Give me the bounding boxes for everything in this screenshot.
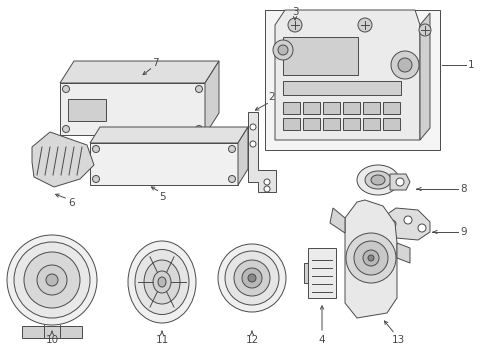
Circle shape (62, 126, 69, 132)
Polygon shape (90, 127, 247, 143)
Circle shape (387, 220, 395, 228)
Circle shape (395, 178, 403, 186)
Bar (90, 143, 238, 185)
Circle shape (92, 145, 99, 153)
Bar (22, 326, 82, 338)
Text: 13: 13 (390, 335, 404, 345)
Ellipse shape (135, 249, 189, 315)
Bar (283, 37, 357, 75)
Bar (304, 263, 307, 283)
Text: 1: 1 (467, 60, 474, 70)
Polygon shape (274, 10, 419, 140)
Circle shape (228, 145, 235, 153)
Text: 8: 8 (459, 184, 466, 194)
Circle shape (397, 58, 411, 72)
Text: 7: 7 (151, 58, 158, 68)
Polygon shape (204, 61, 219, 135)
Bar (68, 99, 106, 121)
Polygon shape (389, 174, 409, 190)
Circle shape (46, 274, 58, 286)
Circle shape (195, 126, 202, 132)
Ellipse shape (143, 260, 180, 304)
Circle shape (224, 251, 279, 305)
Polygon shape (247, 112, 275, 192)
Circle shape (249, 141, 256, 147)
Text: 4: 4 (318, 335, 325, 345)
Circle shape (418, 24, 430, 36)
Circle shape (24, 252, 80, 308)
Bar (60, 83, 204, 135)
Ellipse shape (364, 171, 390, 189)
Circle shape (218, 244, 285, 312)
Circle shape (346, 233, 395, 283)
Text: 5: 5 (159, 192, 165, 202)
Circle shape (249, 124, 256, 130)
Bar (362, 118, 379, 130)
Text: 3: 3 (291, 7, 298, 17)
Bar (303, 102, 319, 114)
Bar (342, 102, 359, 114)
Circle shape (287, 18, 302, 32)
Bar (303, 118, 319, 130)
Circle shape (14, 242, 90, 318)
Circle shape (234, 260, 269, 296)
Circle shape (37, 265, 67, 295)
Circle shape (7, 235, 97, 325)
Bar (307, 248, 335, 298)
Bar (283, 102, 299, 114)
Polygon shape (60, 61, 219, 83)
Circle shape (272, 40, 292, 60)
Circle shape (242, 268, 262, 288)
Bar (283, 81, 400, 95)
Circle shape (195, 86, 202, 93)
Bar (323, 118, 339, 130)
Ellipse shape (356, 165, 398, 195)
Bar (264, 10, 439, 150)
Ellipse shape (370, 175, 384, 185)
Text: 12: 12 (245, 335, 258, 345)
Bar (382, 102, 399, 114)
Circle shape (247, 274, 256, 282)
Bar (342, 118, 359, 130)
Circle shape (278, 45, 287, 55)
Circle shape (403, 216, 411, 224)
Bar (362, 102, 379, 114)
Circle shape (62, 86, 69, 93)
Circle shape (264, 179, 269, 185)
Ellipse shape (158, 277, 165, 287)
Circle shape (367, 255, 373, 261)
Circle shape (362, 250, 378, 266)
Ellipse shape (153, 271, 171, 293)
Polygon shape (32, 132, 94, 187)
Circle shape (357, 18, 371, 32)
Bar (283, 118, 299, 130)
Circle shape (353, 241, 387, 275)
Polygon shape (381, 208, 429, 240)
Circle shape (390, 51, 418, 79)
Bar (323, 102, 339, 114)
Polygon shape (396, 243, 409, 263)
Text: 10: 10 (45, 335, 59, 345)
Polygon shape (419, 13, 429, 140)
Text: 9: 9 (459, 227, 466, 237)
Bar (382, 118, 399, 130)
Polygon shape (238, 127, 247, 185)
Polygon shape (345, 200, 396, 318)
Text: 2: 2 (268, 92, 275, 102)
Text: 6: 6 (68, 198, 75, 208)
Circle shape (417, 224, 425, 232)
Circle shape (92, 176, 99, 183)
Circle shape (264, 186, 269, 192)
Circle shape (228, 176, 235, 183)
Text: 11: 11 (155, 335, 168, 345)
Ellipse shape (128, 241, 196, 323)
Polygon shape (329, 208, 345, 233)
